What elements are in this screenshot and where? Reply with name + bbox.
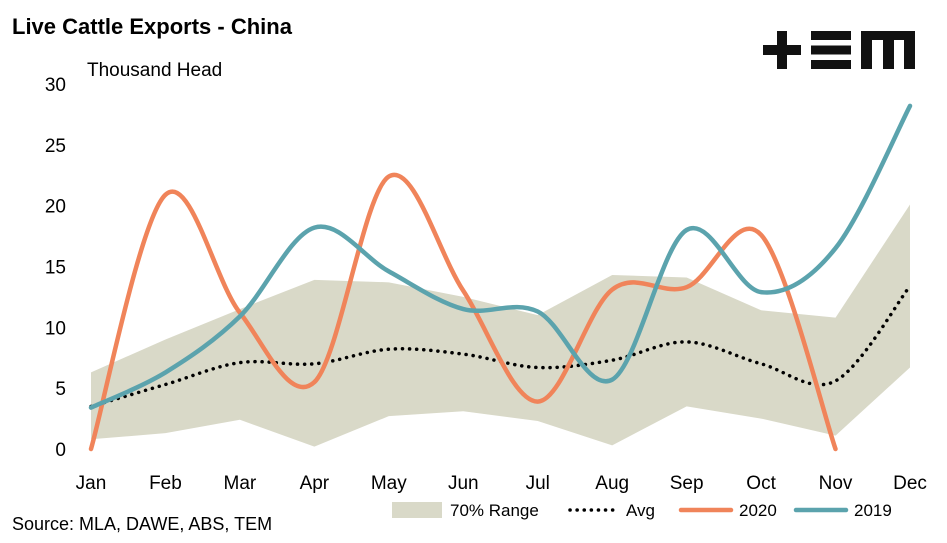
legend-label: 70% Range: [450, 501, 539, 520]
y-tick-label: 5: [55, 379, 66, 400]
y-tick-label: 10: [45, 318, 66, 339]
series-2020-line: [88, 172, 838, 452]
legend-label: Avg: [626, 501, 655, 520]
x-tick-label: May: [371, 473, 407, 494]
x-tick-label: Dec: [893, 473, 927, 494]
x-tick-label: Jul: [526, 473, 550, 494]
chart-title: Live Cattle Exports - China: [12, 14, 292, 39]
x-tick-label: Sep: [670, 473, 704, 494]
range-band: [91, 204, 910, 447]
x-tick-label: Apr: [300, 473, 330, 494]
y-axis-label: Thousand Head: [87, 60, 222, 81]
x-tick-label: Jan: [76, 473, 107, 494]
legend-label: 2019: [854, 501, 892, 520]
source-note: Source: MLA, DAWE, ABS, TEM: [12, 514, 273, 534]
x-tick-label: Feb: [149, 473, 182, 494]
x-tick-label: Mar: [224, 473, 257, 494]
y-tick-label: 30: [45, 75, 66, 96]
y-tick-label: 25: [45, 136, 66, 157]
x-tick-label: Jun: [448, 473, 479, 494]
y-tick-label: 0: [55, 440, 66, 461]
x-tick-label: Nov: [819, 473, 853, 494]
y-tick-label: 15: [45, 258, 66, 279]
legend-swatch-range: [392, 502, 442, 518]
x-tick-label: Aug: [595, 473, 629, 494]
series-2019-line: [88, 103, 913, 410]
legend-label: 2020: [739, 501, 777, 520]
y-tick-label: 20: [45, 197, 66, 218]
tem-logo: [763, 30, 915, 75]
x-tick-label: Oct: [746, 473, 776, 494]
